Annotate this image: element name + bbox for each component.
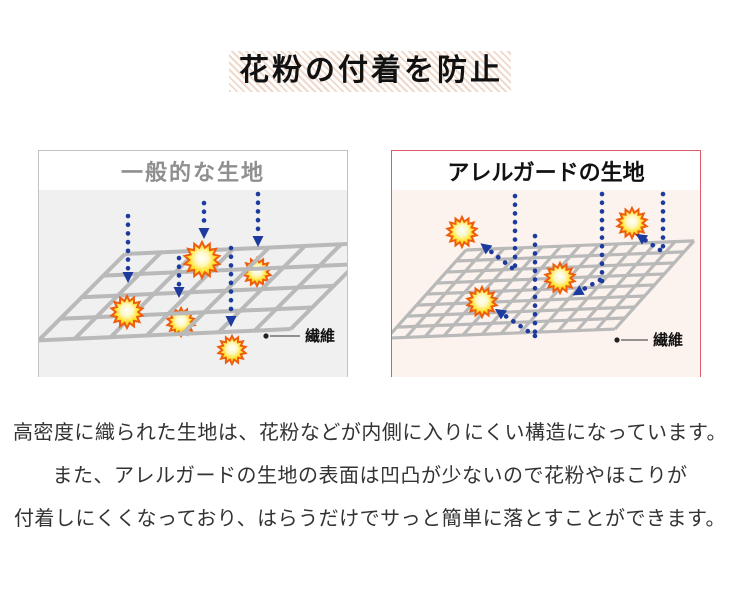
description-line: 高密度に織られた生地は、花粉などが内側に入りにくい構造になっています。	[12, 422, 728, 444]
generic-fabric-diagram: 繊維	[39, 190, 347, 377]
generic-fabric-svg: 繊維	[39, 191, 347, 367]
pollen-arrow-icon	[635, 233, 663, 253]
pollen-arrow-icon	[173, 255, 185, 298]
pollen-arrow-icon	[252, 191, 264, 247]
comparison-panels: 一般的な生地 繊維 アレルガードの生地	[38, 150, 701, 377]
panel-allerguard-fabric: アレルガードの生地 繊維	[391, 150, 701, 377]
pollen-arrow-icon	[572, 277, 603, 296]
fiber-pointer-dot	[614, 337, 620, 343]
panel-generic-title: 一般的な生地	[39, 151, 347, 190]
description-text: 高密度に織られた生地は、花粉などが内側に入りにくい構造になっています。 また、ア…	[0, 412, 740, 541]
pollen-arrow-icon	[225, 245, 237, 327]
pollen-arrow-icon	[494, 308, 538, 339]
pollen-particle-icon	[465, 284, 499, 320]
fiber-pointer-dot	[263, 333, 269, 339]
pollen-arrow-icon	[198, 200, 210, 239]
pollen-particle-icon	[182, 239, 222, 281]
pollen-particle-icon	[543, 260, 577, 296]
pollen-particle-icon	[216, 333, 248, 367]
page-title: 花粉の付着を防止	[229, 51, 511, 92]
pollen-particle-icon	[445, 214, 479, 250]
pollen-particle-icon	[109, 293, 145, 331]
fiber-label: 繊維	[305, 327, 335, 345]
pollen-particle-icon	[615, 205, 649, 241]
fiber-label: 繊維	[653, 331, 683, 349]
allerguard-fabric-diagram: 繊維	[392, 190, 700, 377]
description-line: 付着しにくくなっており、はらうだけでサっと簡単に落とすことができます。	[13, 508, 727, 530]
panel-allerguard-title: アレルガードの生地	[392, 151, 700, 190]
description-line: また、アレルガードの生地の表面は凹凸が少ないので花粉やほこりが	[52, 465, 688, 487]
pollen-arrow-icon	[480, 243, 515, 271]
allerguard-fabric-svg: 繊維	[392, 191, 696, 349]
fiber-pointer: 繊維	[614, 331, 683, 349]
pollen-arrow-icon	[122, 213, 134, 283]
panel-generic-fabric: 一般的な生地 繊維	[38, 150, 348, 377]
fiber-pointer: 繊維	[263, 327, 335, 345]
fabric-mesh	[392, 239, 696, 340]
